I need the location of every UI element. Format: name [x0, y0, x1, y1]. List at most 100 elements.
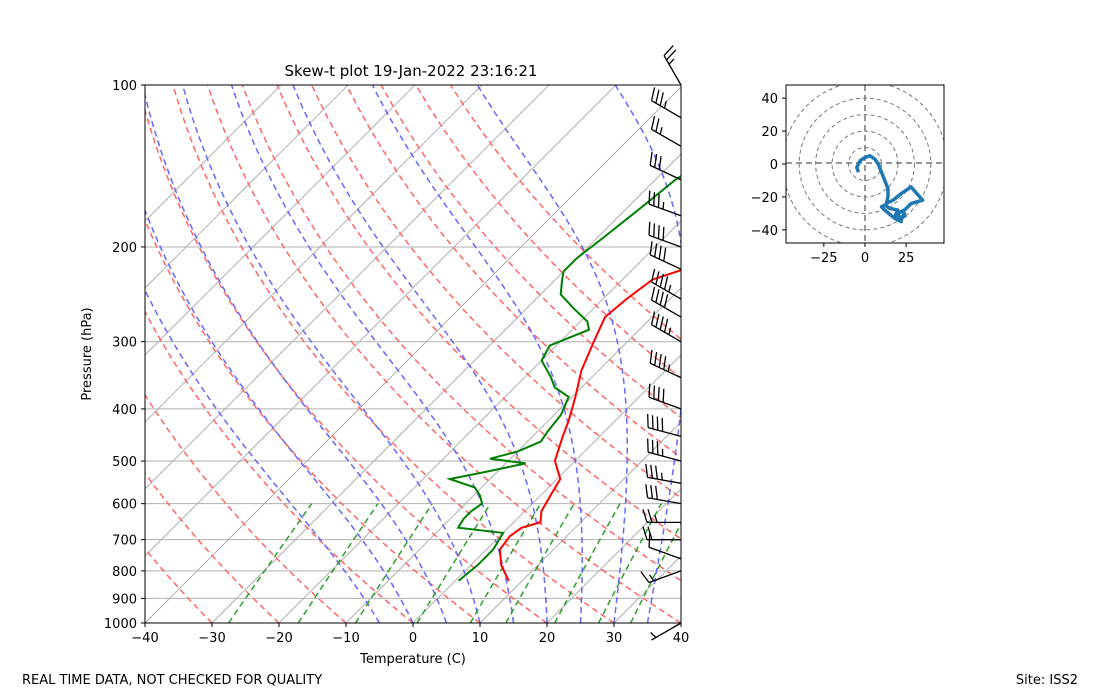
- dry-adiabat-line: [145, 218, 481, 623]
- hodograph-y-ticks: 40 20 0 −20 −40: [751, 92, 786, 239]
- y-tick-label: 300: [112, 336, 137, 351]
- wind-barb: [642, 509, 681, 523]
- isotherm-line: [145, 86, 681, 623]
- wind-barb: [650, 622, 682, 641]
- wind-barb: [649, 151, 682, 181]
- moist-adiabats: [145, 85, 681, 623]
- mixing-ratio-line: [227, 503, 313, 623]
- isotherm-line: [211, 153, 681, 623]
- x-tick-label: −30: [198, 631, 225, 646]
- y-tick-label: 200: [112, 241, 137, 256]
- wind-barb: [647, 438, 682, 462]
- site-label: Site: ISS2: [1015, 673, 1078, 688]
- moist-adiabat-line: [476, 85, 629, 623]
- wind-barb: [648, 190, 682, 217]
- isotherm-line: [479, 421, 681, 623]
- hodograph-x-tick-label: −25: [810, 251, 837, 266]
- x-tick-label: 40: [673, 631, 690, 646]
- dry-adiabat-line: [311, 85, 681, 499]
- y-tick-label: 1000: [104, 617, 137, 632]
- hodograph-y-tick-label: 20: [761, 125, 778, 140]
- wind-barb: [648, 533, 682, 560]
- y-tick-label: 700: [112, 534, 137, 549]
- hodograph-y-tick-label: 40: [761, 92, 778, 107]
- x-tick-label: 20: [539, 631, 556, 646]
- dry-adiabat-line: [241, 85, 681, 582]
- y-tick-label: 600: [112, 498, 137, 513]
- wind-barb: [648, 221, 682, 248]
- dry-adiabat-line: [206, 85, 681, 623]
- temperature-line: [498, 269, 681, 582]
- y-axis-ticks: 100 200 300 400 500 600 700 800 900 1000: [104, 79, 145, 632]
- y-tick-label: 900: [112, 592, 137, 607]
- wind-barb: [645, 463, 682, 484]
- wind-barb: [650, 268, 682, 300]
- wind-barb: [650, 115, 682, 147]
- x-tick-label: −10: [332, 631, 359, 646]
- x-tick-label: −20: [265, 631, 292, 646]
- isotherm-line: [278, 220, 681, 623]
- mixing-ratio-line: [297, 503, 379, 623]
- moist-adiabat-line: [145, 288, 381, 623]
- hodograph-plot-area: [786, 85, 944, 243]
- dry-adiabat-line: [172, 85, 615, 623]
- hodograph-y-tick-label: 0: [770, 158, 778, 173]
- isobar-gridlines: [145, 85, 681, 623]
- moist-adiabat-line: [181, 85, 481, 623]
- x-tick-label: 30: [606, 631, 623, 646]
- wind-barb: [645, 484, 682, 505]
- y-tick-label: 800: [112, 565, 137, 580]
- isotherm-gridlines: [145, 85, 681, 623]
- wind-barb: [642, 526, 681, 541]
- hodograph-y-tick-label: −20: [751, 191, 778, 206]
- skewt-title: Skew-t plot 19-Jan-2022 23:16:21: [285, 62, 538, 80]
- mixing-ratio-line: [354, 503, 433, 623]
- dewpoint-line: [445, 175, 681, 582]
- skewt-plot-area: [145, 85, 681, 623]
- mixing-ratio-line: [416, 503, 492, 623]
- hodograph-trace: [855, 154, 925, 224]
- isotherm-line: [145, 85, 550, 490]
- moist-adiabat-line: [230, 85, 515, 623]
- wind-barb: [649, 349, 682, 379]
- dry-adiabat-line: [145, 108, 548, 623]
- x-axis-ticks: −40 −30 −20 −10 0 10 20 30 40: [131, 623, 689, 646]
- hodograph-y-tick-label: −40: [751, 224, 778, 239]
- hodograph-x-ticks: −25 0 25: [810, 243, 914, 266]
- isotherm-line: [345, 287, 681, 623]
- moist-adiabat-line: [145, 91, 448, 623]
- y-tick-label: 500: [112, 455, 137, 470]
- dry-adiabat-line: [276, 85, 681, 540]
- isotherm-line: [145, 85, 349, 289]
- wind-barbs: [640, 45, 682, 641]
- wind-barb: [650, 87, 682, 119]
- hodograph-x-tick-label: 25: [898, 251, 915, 266]
- wind-barb: [650, 311, 682, 343]
- mixing-ratio-line: [469, 503, 542, 623]
- wind-barb: [647, 414, 682, 438]
- moist-adiabat-line: [292, 85, 548, 623]
- dry-adiabat-line: [145, 547, 213, 623]
- isotherm-line: [546, 488, 681, 623]
- x-tick-label: 10: [472, 631, 489, 646]
- moist-adiabat-line: [614, 85, 681, 623]
- dry-adiabats: [145, 85, 681, 623]
- x-tick-label: 0: [409, 631, 417, 646]
- mixing-ratio-lines: [227, 503, 681, 623]
- wind-barb: [640, 570, 682, 584]
- isotherm-line: [412, 354, 681, 623]
- wind-barb: [649, 241, 682, 270]
- x-tick-label: −40: [131, 631, 158, 646]
- dry-adiabat-line: [145, 471, 280, 623]
- isotherm-line: [145, 85, 617, 557]
- wind-barb: [663, 45, 682, 86]
- y-axis-label: Pressure (hPa): [80, 307, 95, 400]
- mixing-ratio-line: [630, 521, 681, 623]
- isotherm-line: [145, 85, 282, 222]
- y-tick-label: 400: [112, 403, 137, 418]
- moist-adiabat-line: [145, 208, 414, 623]
- dry-adiabat-line: [145, 393, 347, 623]
- dry-adiabat-line: [415, 85, 681, 380]
- x-axis-label: Temperature (C): [359, 652, 466, 667]
- isotherm-line: [145, 85, 416, 356]
